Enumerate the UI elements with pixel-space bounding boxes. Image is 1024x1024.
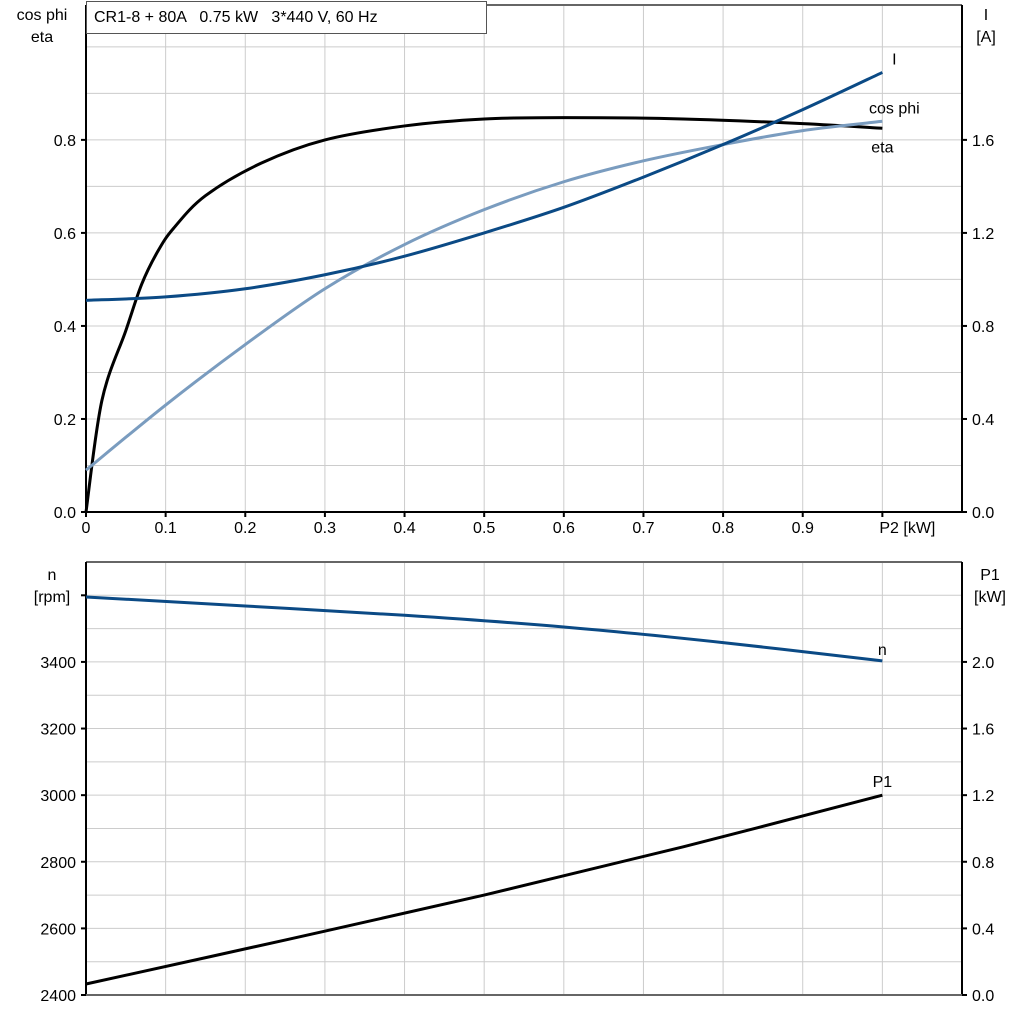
right-axis-label: P1 <box>980 567 1000 584</box>
y-tick-label-right: 1.6 <box>972 722 994 739</box>
y-tick-label-left: 3200 <box>40 722 76 739</box>
x-tick-label: 0.2 <box>234 520 256 537</box>
y-tick-label-left: 2800 <box>40 855 76 872</box>
series-label-eta: eta <box>871 139 893 156</box>
y-tick-label-left: 0.0 <box>54 505 76 522</box>
y-tick-label-right: 0.4 <box>972 921 994 938</box>
y-tick-label-right: 0.4 <box>972 412 994 429</box>
chart-title: CR1-8 + 80A 0.75 kW 3*440 V, 60 Hz <box>86 1 487 34</box>
y-tick-label-right: 0.0 <box>972 988 994 1005</box>
series-label-cos-phi: cos phi <box>869 100 920 117</box>
x-axis-label: P2 [kW] <box>879 520 935 537</box>
x-tick-label: 0.3 <box>314 520 336 537</box>
y-tick-label-left: 0.2 <box>54 412 76 429</box>
series-label-P1: P1 <box>873 774 893 791</box>
y-tick-label-left: 2400 <box>40 988 76 1005</box>
series-label-n: n <box>878 642 887 659</box>
x-tick-label: 0.9 <box>792 520 814 537</box>
y-tick-label-right: 2.0 <box>972 655 994 672</box>
y-tick-label-right: 0.8 <box>972 319 994 336</box>
series-line-P1 <box>85 793 883 986</box>
series-line-I <box>85 71 883 302</box>
y-tick-label-left: 0.4 <box>54 319 76 336</box>
y-tick-label-left: 3400 <box>40 655 76 672</box>
series-line-n <box>85 595 883 663</box>
right-axis-label: I <box>984 7 988 24</box>
y-tick-label-left: 0.6 <box>54 226 76 243</box>
series-label-I: I <box>892 51 896 68</box>
y-tick-label-right: 1.6 <box>972 133 994 150</box>
x-tick-label: 0.7 <box>632 520 654 537</box>
right-axis-label: [kW] <box>974 589 1006 606</box>
y-tick-label-left: 3000 <box>40 788 76 805</box>
left-axis-label: eta <box>31 29 53 46</box>
x-tick-label: 0.8 <box>712 520 734 537</box>
y-tick-label-right: 1.2 <box>972 788 994 805</box>
series-line-cos-phi <box>85 119 883 472</box>
y-tick-label-right: 1.2 <box>972 226 994 243</box>
x-tick-label: 0.4 <box>393 520 415 537</box>
x-tick-label: 0 <box>82 520 91 537</box>
left-axis-label: [rpm] <box>34 589 70 606</box>
right-axis-label: [A] <box>976 29 996 46</box>
x-tick-label: 0.6 <box>553 520 575 537</box>
left-axis-label: n <box>48 567 57 584</box>
y-tick-label-left: 0.8 <box>54 133 76 150</box>
x-tick-label: 0.1 <box>155 520 177 537</box>
y-tick-label-right: 0.8 <box>972 855 994 872</box>
series-line-eta <box>84 116 883 513</box>
y-tick-label-left: 2600 <box>40 921 76 938</box>
y-tick-label-right: 0.0 <box>972 505 994 522</box>
x-tick-label: 0.5 <box>473 520 495 537</box>
left-axis-label: cos phi <box>17 7 68 24</box>
